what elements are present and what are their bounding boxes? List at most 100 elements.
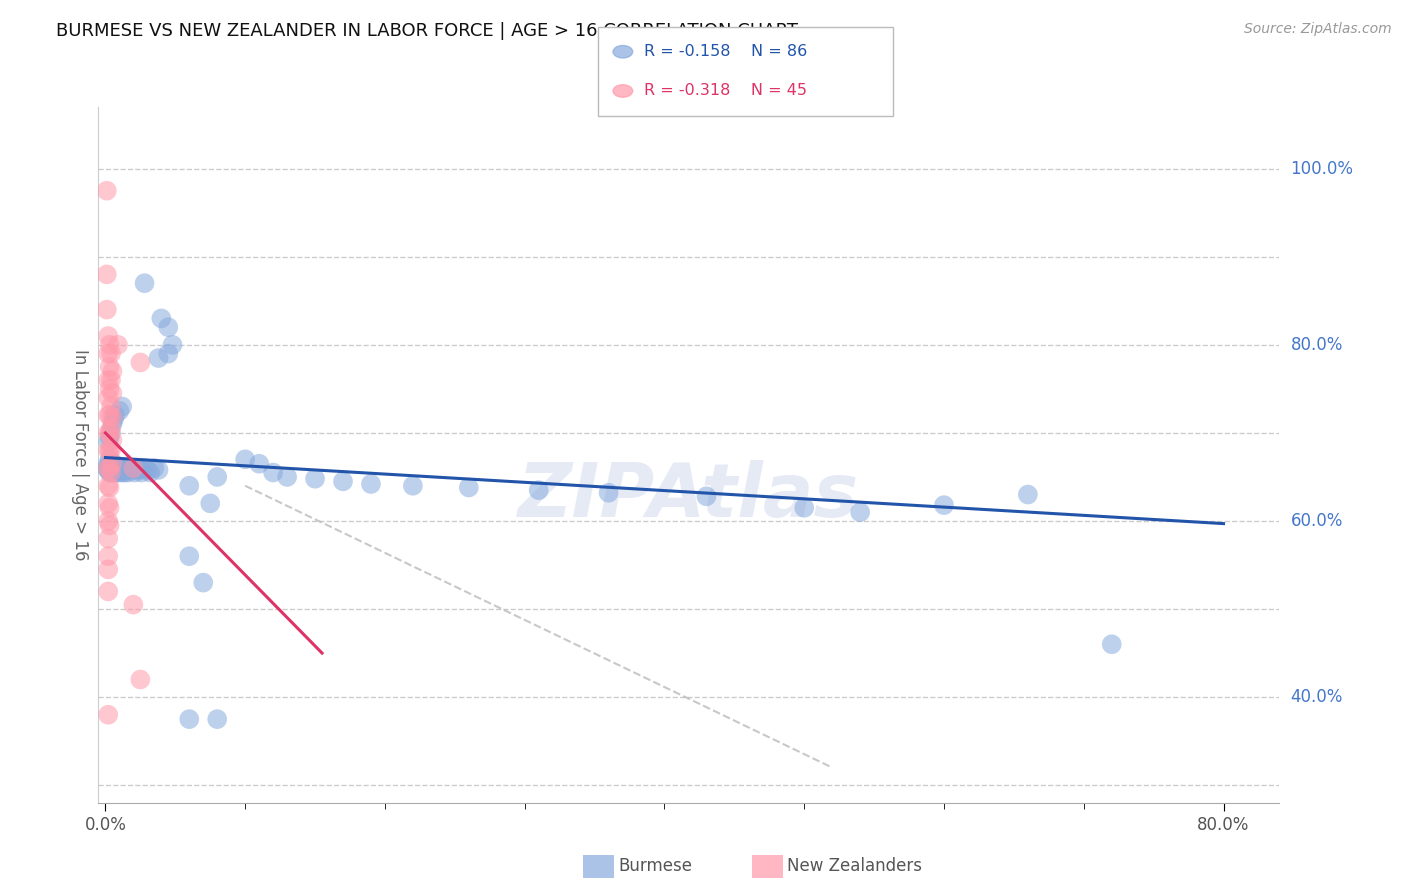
Point (98, 425, 121, 440)
Text: Source: ZipAtlas.com: Source: ZipAtlas.com (1244, 22, 1392, 37)
Text: 40.0%: 40.0% (1291, 688, 1343, 706)
Point (97, 409, 120, 423)
Point (148, 463, 170, 477)
Point (100, 466, 122, 480)
Y-axis label: In Labor Force | Age > 16: In Labor Force | Age > 16 (70, 349, 89, 561)
Point (150, 311, 173, 326)
Point (103, 413, 125, 427)
Point (100, 421, 122, 435)
Point (97, 496, 120, 510)
Point (103, 457, 125, 471)
Point (101, 457, 124, 471)
Text: New Zealanders: New Zealanders (787, 857, 922, 875)
Point (98, 409, 121, 423)
Point (104, 463, 127, 477)
Point (97, 562, 120, 576)
Point (100, 373, 122, 387)
Point (134, 461, 156, 475)
Point (104, 461, 127, 475)
Point (122, 461, 145, 475)
Point (110, 463, 132, 477)
Point (98, 500, 121, 515)
Point (108, 461, 131, 475)
Point (108, 404, 131, 418)
Point (97, 514, 120, 528)
Point (100, 346, 122, 360)
Point (304, 472, 326, 486)
Point (98, 452, 121, 467)
Point (117, 466, 139, 480)
Point (332, 475, 354, 489)
Point (107, 463, 129, 477)
Point (143, 461, 166, 475)
Point (162, 338, 184, 352)
Point (360, 477, 382, 491)
Point (101, 433, 124, 447)
Point (100, 425, 122, 440)
Point (112, 461, 135, 475)
Point (96, 184, 118, 198)
Point (101, 458, 124, 473)
Point (134, 276, 156, 290)
Point (124, 466, 146, 480)
Point (527, 483, 550, 497)
Point (148, 351, 170, 365)
Point (96, 461, 118, 475)
Point (98, 430, 121, 444)
Point (97, 479, 120, 493)
Point (111, 461, 134, 475)
Point (100, 466, 122, 480)
Point (247, 457, 270, 471)
Point (97, 391, 120, 405)
Point (108, 466, 131, 480)
Point (129, 355, 152, 369)
Point (793, 500, 815, 515)
Point (103, 466, 125, 480)
Point (233, 452, 256, 467)
Point (1101, 637, 1123, 651)
Point (97, 434, 120, 449)
Point (129, 673, 152, 687)
Point (98, 518, 121, 533)
Point (205, 712, 228, 726)
Point (101, 461, 124, 475)
Point (193, 575, 215, 590)
Text: BURMESE VS NEW ZEALANDER IN LABOR FORCE | AGE > 16 CORRELATION CHART: BURMESE VS NEW ZEALANDER IN LABOR FORCE … (56, 22, 799, 40)
Point (98, 443, 121, 458)
Point (97, 443, 120, 458)
Text: 80.0%: 80.0% (1291, 335, 1343, 354)
Point (114, 466, 136, 480)
Point (111, 466, 134, 480)
Point (127, 463, 149, 477)
Point (101, 463, 124, 477)
Point (111, 400, 134, 414)
Point (101, 410, 124, 425)
Point (598, 485, 620, 500)
Point (157, 320, 180, 334)
Point (121, 463, 143, 477)
Point (100, 461, 122, 475)
Point (100, 457, 122, 471)
Point (402, 479, 425, 493)
Point (97, 532, 120, 546)
Text: 100.0%: 100.0% (1291, 160, 1354, 178)
Point (114, 461, 136, 475)
Point (128, 461, 150, 475)
Point (1017, 487, 1039, 501)
Point (97, 463, 120, 477)
Point (98, 461, 121, 475)
Point (276, 470, 298, 484)
Point (98, 481, 121, 495)
Point (205, 470, 228, 484)
Point (849, 505, 872, 519)
Point (117, 461, 139, 475)
Point (120, 461, 142, 475)
Point (118, 461, 141, 475)
Point (105, 466, 128, 480)
Point (262, 466, 284, 480)
Text: Burmese: Burmese (619, 857, 693, 875)
Text: R = -0.318    N = 45: R = -0.318 N = 45 (644, 84, 807, 98)
Point (122, 461, 145, 475)
Point (136, 463, 159, 477)
Point (98, 359, 121, 374)
